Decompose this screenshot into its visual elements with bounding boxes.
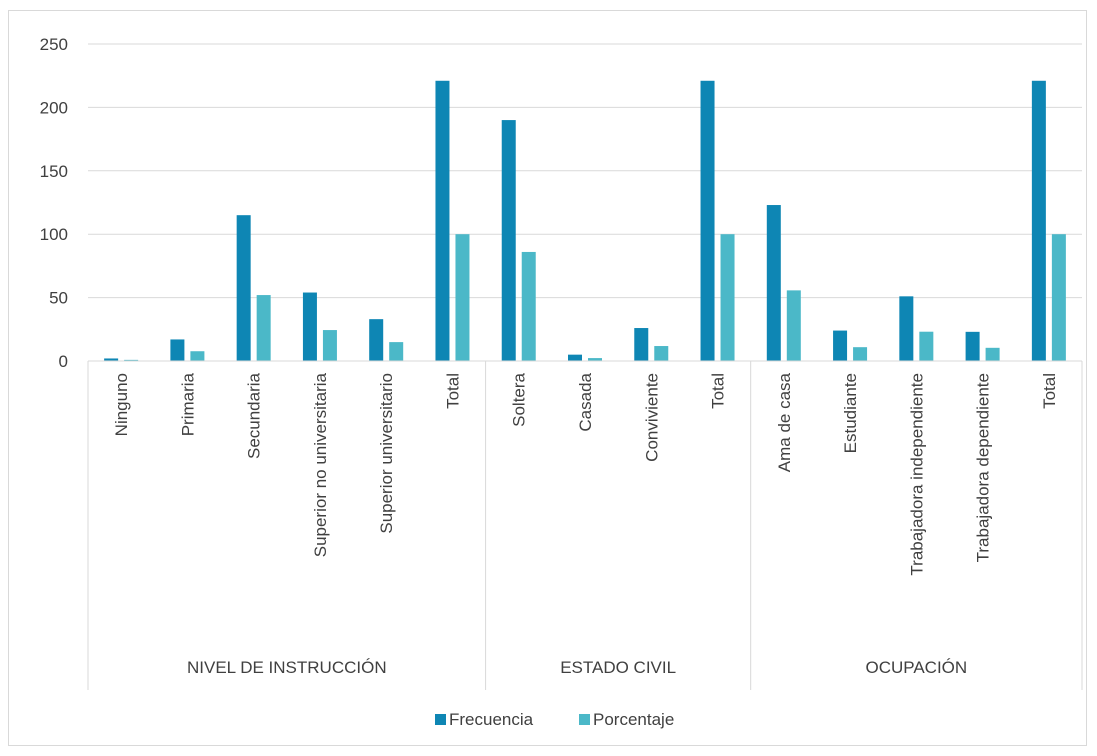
category-label: Total	[709, 373, 728, 409]
bar-frecuencia	[700, 80, 715, 361]
y-tick-label: 50	[49, 289, 68, 308]
bar-porcentaje	[720, 234, 735, 361]
category-label: Ama de casa	[775, 372, 794, 472]
category-label: Soltera	[510, 372, 529, 426]
bar-frecuencia	[435, 80, 450, 361]
category-label: Casada	[576, 372, 595, 431]
y-tick-label: 100	[40, 225, 68, 244]
category-label: Primaria	[178, 372, 197, 436]
group-label: NIVEL DE INSTRUCCIÓN	[187, 658, 387, 677]
bar-porcentaje	[124, 359, 139, 361]
category-label: Trabajadora dependiente	[974, 373, 993, 562]
legend-swatch-frecuencia	[435, 714, 446, 725]
bar-porcentaje	[1051, 234, 1066, 361]
category-label: Superior no universitaria	[311, 372, 330, 557]
bar-porcentaje	[190, 351, 205, 361]
category-label: Secundaria	[245, 372, 264, 459]
category-label: Superior universitario	[377, 373, 396, 534]
bar-porcentaje	[322, 330, 337, 361]
group-label: ESTADO CIVIL	[560, 658, 676, 677]
bar-frecuencia	[634, 328, 649, 361]
legend-swatch-porcentaje	[579, 714, 590, 725]
category-label: Conviviente	[642, 373, 661, 462]
bar-porcentaje	[455, 234, 470, 361]
y-tick-label: 150	[40, 162, 68, 181]
bar-frecuencia	[1031, 80, 1046, 361]
bar-frecuencia	[965, 331, 980, 361]
bar-frecuencia	[899, 296, 914, 361]
bar-porcentaje	[853, 347, 868, 361]
category-label: Trabajadora independiente	[907, 373, 926, 576]
bar-porcentaje	[256, 295, 271, 361]
y-tick-label: 0	[59, 352, 68, 371]
bar-porcentaje	[919, 331, 934, 361]
bar-frecuencia	[766, 205, 781, 361]
category-label: Total	[1040, 373, 1059, 409]
bar-porcentaje	[786, 290, 801, 361]
bar-frecuencia	[104, 358, 119, 361]
chart-frame	[8, 10, 1087, 746]
bar-porcentaje	[985, 347, 1000, 361]
bar-frecuencia	[833, 330, 848, 361]
bar-frecuencia	[568, 354, 582, 361]
bar-frecuencia	[302, 292, 317, 361]
legend-label: Porcentaje	[593, 710, 674, 729]
bar-frecuencia	[369, 319, 384, 361]
legend-label: Frecuencia	[449, 710, 534, 729]
bar-frecuencia	[236, 215, 251, 361]
y-tick-label: 200	[40, 98, 68, 117]
category-label: Ninguno	[112, 373, 131, 436]
y-tick-label: 250	[40, 35, 68, 54]
bar-frecuencia	[170, 339, 185, 361]
bar-frecuencia	[501, 120, 516, 361]
category-label: Total	[443, 373, 462, 409]
bar-porcentaje	[521, 251, 536, 361]
category-label: Estudiante	[841, 373, 860, 453]
bar-porcentaje	[389, 342, 404, 361]
group-label: OCUPACIÓN	[865, 658, 967, 677]
bar-porcentaje	[588, 358, 602, 361]
bar-porcentaje	[654, 346, 669, 361]
